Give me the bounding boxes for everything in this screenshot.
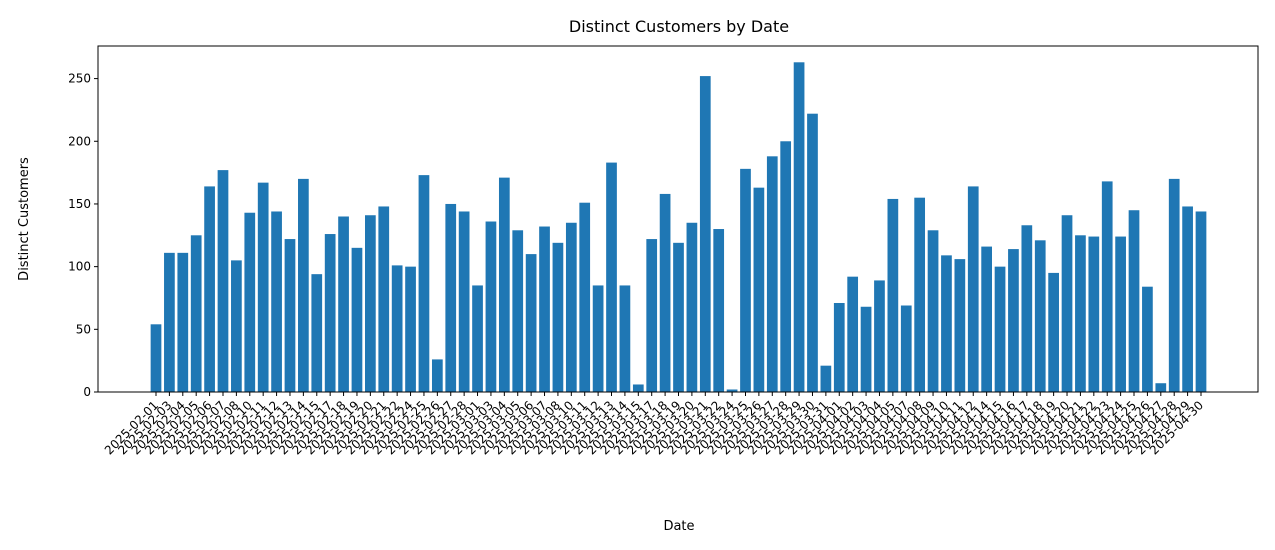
bar — [391, 265, 403, 392]
bar — [431, 359, 443, 392]
bar — [807, 113, 818, 393]
bar — [405, 266, 416, 392]
bar — [914, 197, 926, 392]
bar — [887, 198, 899, 392]
bar — [1048, 272, 1059, 392]
bar — [378, 206, 390, 392]
bar — [927, 230, 939, 392]
bar — [1101, 181, 1113, 392]
y-tick-label: 200 — [68, 134, 91, 148]
bar — [351, 247, 363, 392]
bar — [485, 221, 497, 392]
bar — [512, 230, 524, 392]
bar — [1034, 240, 1046, 392]
bar — [324, 234, 336, 392]
bar — [498, 177, 510, 392]
y-tick-label: 100 — [68, 260, 91, 274]
bar — [244, 212, 256, 392]
bar — [1088, 236, 1100, 392]
bar — [150, 324, 162, 392]
bar — [793, 62, 805, 393]
bar — [177, 252, 189, 392]
bar — [284, 239, 296, 392]
bar — [1142, 286, 1153, 392]
bar — [311, 274, 323, 392]
bar — [713, 229, 725, 392]
bar — [1008, 249, 1019, 392]
bar — [217, 170, 229, 392]
y-tick-label: 250 — [68, 72, 91, 86]
bar — [418, 175, 430, 392]
bar — [592, 285, 604, 392]
bar — [699, 76, 711, 392]
bar — [619, 285, 631, 392]
chart-title: Distinct Customers by Date — [569, 17, 789, 36]
bar — [1182, 206, 1193, 392]
bar — [190, 235, 202, 392]
bar — [874, 280, 885, 392]
bar — [539, 226, 550, 392]
bar — [525, 254, 537, 392]
bar — [552, 242, 564, 392]
plot-frame — [97, 45, 1259, 393]
bar — [632, 384, 644, 392]
bar — [565, 222, 577, 392]
bar — [981, 246, 992, 392]
bar — [726, 389, 738, 392]
bar — [445, 203, 457, 392]
bar — [231, 260, 242, 392]
bar — [780, 141, 792, 392]
bar — [579, 202, 591, 392]
bar — [673, 242, 684, 392]
bar — [900, 305, 912, 392]
bar — [753, 187, 765, 392]
y-tick-label: 150 — [68, 197, 91, 211]
y-tick-label: 0 — [83, 385, 91, 399]
bar — [1155, 383, 1167, 392]
bar — [833, 302, 845, 392]
bar — [365, 215, 376, 392]
bar — [740, 168, 751, 392]
bar — [298, 178, 309, 392]
bar — [1021, 225, 1033, 392]
bar — [1061, 215, 1073, 392]
bar — [820, 365, 832, 392]
bar — [1195, 211, 1207, 392]
bar — [659, 193, 671, 392]
bar — [606, 162, 617, 392]
bar — [686, 222, 698, 392]
bar — [1075, 235, 1086, 392]
bar — [954, 259, 966, 392]
bar — [1115, 236, 1126, 392]
y-axis-label: Distinct Customers — [17, 157, 32, 281]
bar — [204, 186, 215, 392]
bar — [164, 252, 175, 392]
bar — [967, 186, 979, 392]
bar — [257, 182, 269, 392]
bar — [1128, 210, 1140, 392]
bar — [1168, 178, 1180, 392]
bar — [994, 266, 1006, 392]
y-tick-label: 50 — [76, 322, 91, 336]
bar — [472, 285, 483, 392]
bar — [766, 156, 778, 392]
bar — [860, 306, 872, 392]
bar — [646, 239, 658, 392]
bar — [271, 211, 282, 392]
bar — [847, 276, 859, 392]
bar — [941, 255, 952, 392]
bar — [458, 211, 470, 392]
x-axis-label: Date — [663, 519, 694, 534]
bar — [338, 216, 349, 392]
